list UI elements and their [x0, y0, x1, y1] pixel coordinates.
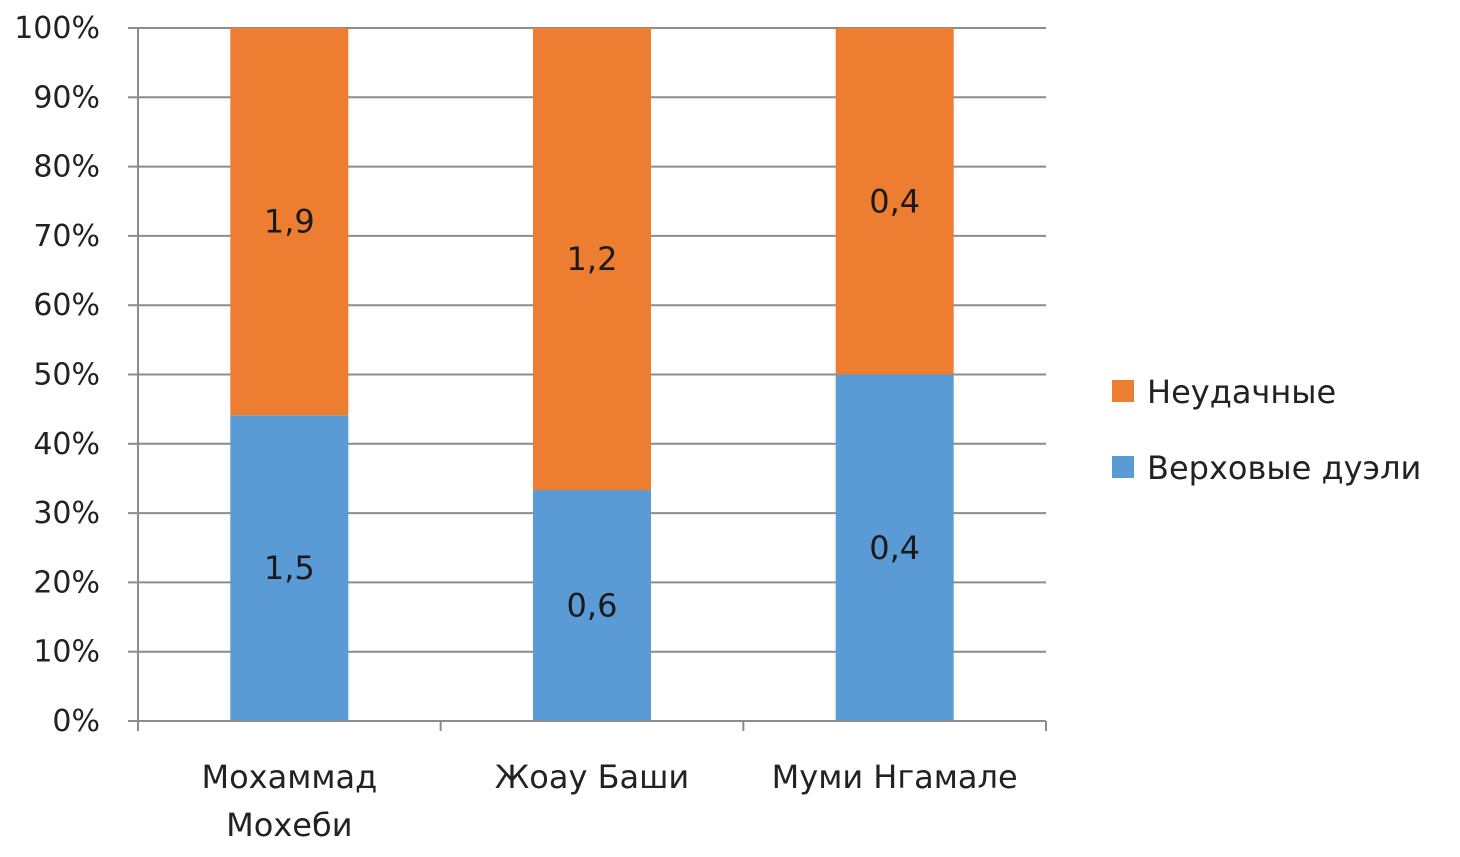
y-axis-tick-labels: 0% 10% 20% 30% 40% 50% 60% 70% 80% 90% 100%: [14, 11, 100, 739]
data-label: 1,2: [567, 240, 618, 278]
bar-segment: [230, 28, 349, 416]
data-label: 0,4: [869, 529, 920, 567]
legend-label: Неудачные: [1147, 373, 1336, 411]
y-tick-label: 10%: [33, 635, 100, 670]
x-category-label: Муми Нгамале: [772, 758, 1018, 796]
y-tick-label: 30%: [33, 496, 100, 531]
y-tick-label: 70%: [33, 219, 100, 254]
x-category-label: Мохаммад Мохеби: [201, 758, 377, 844]
y-tick-label: 50%: [33, 358, 100, 393]
data-label: 0,6: [567, 587, 618, 625]
y-tick-label: 80%: [33, 150, 100, 185]
bar-segment: [533, 28, 651, 490]
x-category-label: Жоау Баши: [495, 758, 689, 796]
legend-swatch: [1112, 380, 1134, 402]
bar-segment: [835, 374, 954, 721]
data-label: 1,5: [264, 549, 315, 587]
y-tick-label: 90%: [33, 80, 100, 115]
data-label: 0,4: [869, 182, 920, 220]
x-axis-category-labels: Мохаммад Мохеби Жоау Баши Муми Нгамале: [201, 758, 1017, 844]
bars: [230, 28, 954, 721]
y-tick-label: 20%: [33, 565, 100, 600]
legend-swatch: [1112, 456, 1134, 478]
y-tick-label: 60%: [33, 288, 100, 323]
bar-segment: [533, 490, 651, 721]
bar-segment: [230, 415, 349, 721]
data-labels: 1,5 1,9 0,6 1,2 0,4 0,4: [264, 182, 920, 624]
bar-segment: [835, 28, 954, 375]
data-label: 1,9: [264, 203, 315, 241]
axes: [128, 27, 1047, 731]
y-tick-label: 40%: [33, 427, 100, 462]
legend: Неудачные Верховые дуэли: [1112, 373, 1421, 487]
legend-label: Верховые дуэли: [1147, 449, 1421, 487]
y-tick-label: 0%: [52, 704, 100, 739]
y-tick-label: 100%: [14, 11, 100, 46]
